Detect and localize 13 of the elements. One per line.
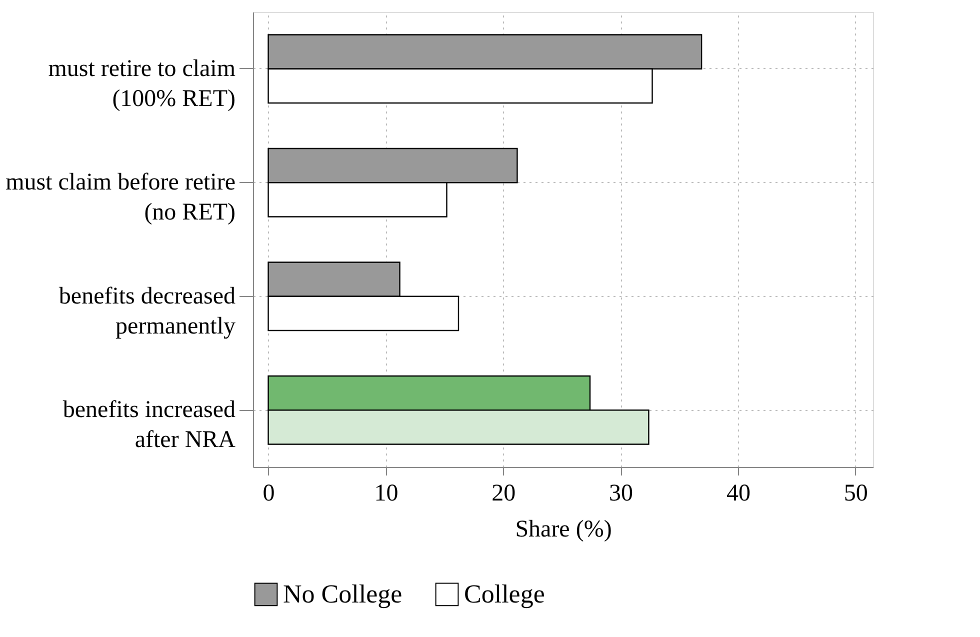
x-tick-label: 50 <box>844 480 868 506</box>
y-tick-label: must claim before retire (no RET) <box>6 170 236 226</box>
y-tick-label: benefits increased after NRA <box>62 397 236 454</box>
y-tick-label: must retire to claim (100% RET) <box>48 56 236 112</box>
x-tick-label: 10 <box>374 480 398 506</box>
x-tick-label: 20 <box>492 480 516 506</box>
y-tick-label: benefits decreased permanently <box>58 283 236 340</box>
legend-label: College <box>464 579 545 608</box>
x-tick-label: 0 <box>262 480 275 506</box>
x-tick-label: 30 <box>609 480 634 506</box>
legend-label: No College <box>283 579 402 608</box>
x-tick-label: 40 <box>726 480 750 506</box>
x-axis-title: Share (%) <box>515 516 612 542</box>
